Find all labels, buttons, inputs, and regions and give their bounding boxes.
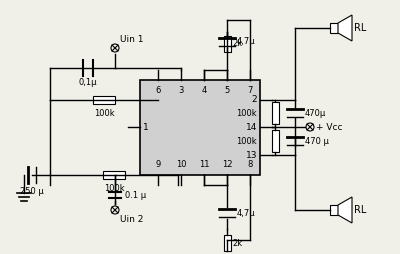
Text: 4: 4 <box>201 86 207 95</box>
Bar <box>224 36 230 52</box>
Text: 470μ: 470μ <box>305 108 326 118</box>
Text: 250 μ: 250 μ <box>20 187 44 196</box>
Bar <box>272 102 278 124</box>
Polygon shape <box>338 15 352 41</box>
Text: 2: 2 <box>251 96 257 104</box>
Text: Uin 2: Uin 2 <box>120 215 143 225</box>
Text: 3: 3 <box>178 86 184 95</box>
Text: 6: 6 <box>155 86 161 95</box>
Text: 14: 14 <box>246 122 257 132</box>
Bar <box>140 80 260 175</box>
Text: + Vcc: + Vcc <box>316 122 342 132</box>
Text: 2k: 2k <box>232 239 242 247</box>
Text: 100k: 100k <box>104 184 124 193</box>
Text: RL: RL <box>354 23 366 33</box>
Text: 0,1μ: 0,1μ <box>79 78 97 87</box>
Bar <box>272 130 278 152</box>
Text: Uin 1: Uin 1 <box>120 36 144 44</box>
Text: 100k: 100k <box>236 108 257 118</box>
Text: 9: 9 <box>155 160 161 169</box>
Text: 12: 12 <box>222 160 232 169</box>
Bar <box>93 96 115 104</box>
Bar <box>224 235 230 251</box>
Text: 5: 5 <box>224 86 230 95</box>
Text: 7: 7 <box>247 86 253 95</box>
Text: 10: 10 <box>176 160 186 169</box>
Bar <box>330 205 338 215</box>
Text: 4,7μ: 4,7μ <box>237 209 256 217</box>
Text: 100k: 100k <box>236 136 257 146</box>
Text: 0.1 μ: 0.1 μ <box>125 190 146 199</box>
Text: 11: 11 <box>199 160 209 169</box>
Text: 2k: 2k <box>232 40 242 49</box>
Text: 100k: 100k <box>94 109 114 118</box>
Text: 1: 1 <box>143 122 149 132</box>
Text: 470 μ: 470 μ <box>305 136 329 146</box>
Bar <box>330 23 338 33</box>
Text: 13: 13 <box>246 151 257 160</box>
Text: 8: 8 <box>247 160 253 169</box>
Polygon shape <box>338 197 352 223</box>
Bar <box>103 171 125 179</box>
Text: RL: RL <box>354 205 366 215</box>
Text: 4,7μ: 4,7μ <box>237 38 256 46</box>
